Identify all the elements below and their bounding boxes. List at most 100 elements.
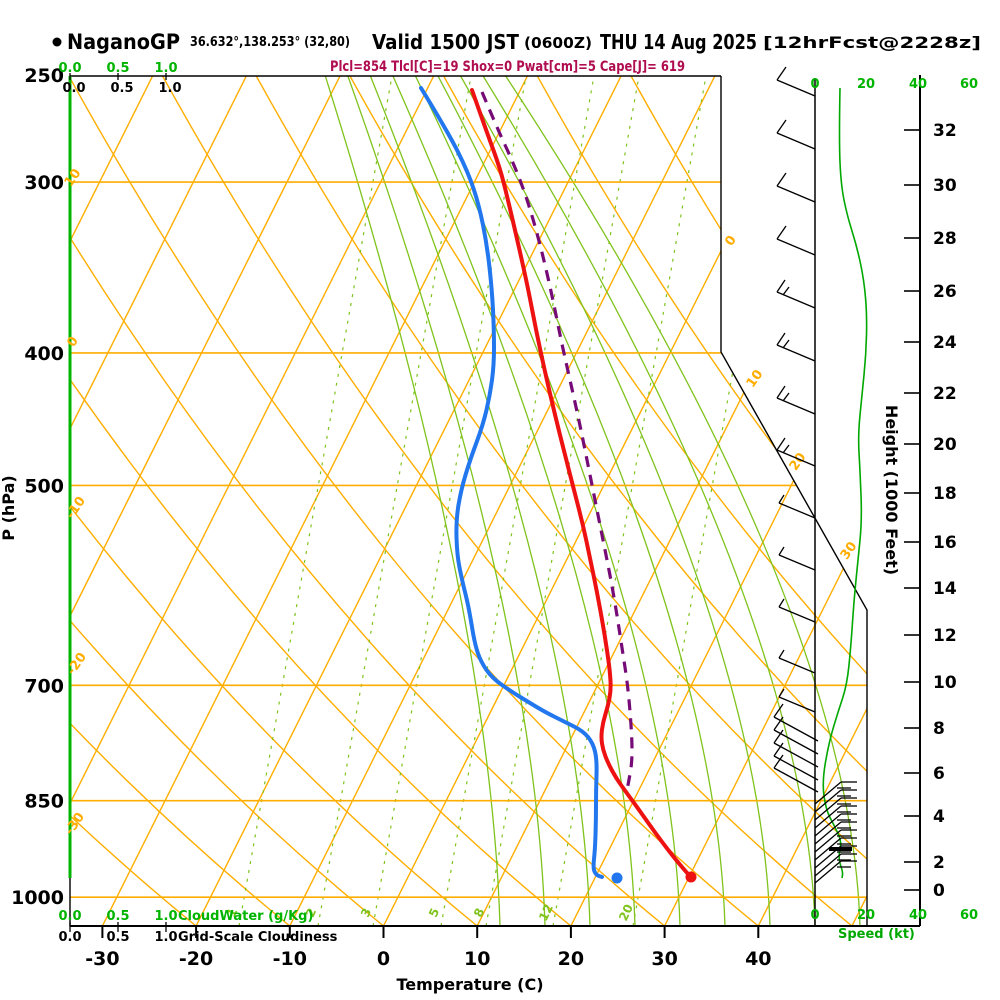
wind-barb — [778, 598, 816, 623]
cloud-scale-bottom-black: 1.0 — [154, 930, 177, 945]
isotherm-line — [289, 76, 716, 926]
pressure-tick-label: 1000 — [11, 887, 64, 909]
temp-tick-label: 0 — [377, 948, 390, 970]
wind-barb-stroke — [778, 649, 785, 659]
wind-barb-stroke — [814, 781, 842, 805]
wind-barb-stroke — [782, 444, 790, 454]
mixing-ratio-line — [632, 76, 787, 926]
wind-barb-stroke — [814, 805, 842, 829]
wind-barb-stroke — [776, 79, 816, 97]
mixing-ratio-label: 8 — [471, 906, 487, 919]
mixing-ratio-label: 3 — [358, 906, 374, 919]
dry-adiabat-line — [723, 76, 867, 926]
wind-barb-stroke — [773, 742, 819, 768]
wind-barb-stroke — [776, 332, 786, 346]
wind-barb-stroke — [773, 754, 784, 769]
dry-adiabat-line — [629, 76, 867, 926]
dry-adiabat-line — [70, 76, 759, 926]
wind-barb — [814, 805, 857, 829]
wind-barb-stroke — [778, 688, 785, 698]
speed-tick-label: 0 — [810, 908, 819, 923]
station-coords: 36.632°,138.253° (32,80) — [190, 34, 350, 50]
cloud-scale-bottom-black: 0.0 — [58, 930, 81, 945]
height-tick-label: 12 — [933, 626, 957, 646]
wind-barb — [814, 853, 857, 877]
speed-tick-label: 20 — [857, 77, 875, 92]
wind-barb-stroke — [773, 703, 784, 718]
dry-adiabat-line — [70, 76, 572, 926]
isotherm-line — [70, 76, 248, 926]
wind-barb-stroke — [776, 437, 786, 451]
wind-barb-stroke — [778, 554, 816, 571]
isotherm-line — [851, 76, 867, 926]
surface-dewpoint-dot — [611, 872, 623, 884]
dry-adiabat-line — [70, 76, 197, 926]
height-tick-label: 24 — [933, 333, 957, 353]
height-axis-title: Height (1000 Feet) — [882, 405, 901, 575]
mixing-ratio-label: 12 — [536, 902, 556, 923]
isotherm-line — [757, 76, 867, 926]
wind-barb-stroke — [814, 860, 842, 884]
wind-barb — [778, 494, 816, 519]
speed-axis-title: Speed (kt) — [838, 927, 915, 942]
mixing-ratio-line — [317, 76, 472, 926]
temp-tick-label: 40 — [745, 948, 771, 970]
cloudiness-legend: Grid-Scale Cloudiness — [178, 930, 338, 945]
cloud-scale-top-green: 0.0 — [58, 61, 81, 76]
wind-barb — [776, 172, 816, 203]
isotherm-edge-label: 10 — [744, 367, 767, 390]
cloud-scale-bottom-green: 1.0 — [154, 909, 177, 924]
moist-adiabat-line — [414, 76, 681, 926]
mixing-ratio-line — [552, 76, 707, 926]
wind-barb-stroke — [773, 729, 784, 744]
wind-barb-column — [773, 66, 868, 884]
cloud-scale-top-black: 0.5 — [110, 81, 133, 96]
moist-adiabat-line — [346, 76, 546, 926]
wind-barb — [814, 797, 857, 821]
parcel-curve — [480, 91, 634, 791]
wind-barb-stroke — [776, 119, 787, 134]
wind-barb-stroke — [773, 767, 819, 793]
dewpoint-curve — [419, 86, 604, 879]
wind-barb — [773, 742, 819, 781]
wind-barb — [814, 789, 857, 813]
isotherm-line — [70, 76, 342, 926]
pressure-tick-label: 400 — [24, 343, 64, 365]
grid-lines — [70, 76, 867, 926]
wind-barb — [814, 860, 857, 884]
temp-tick-label: 10 — [464, 948, 490, 970]
cloud-scale-bottom-black: 0.5 — [106, 930, 129, 945]
wind-barb-stroke — [814, 797, 842, 821]
isotherm-edge-label: -30 — [62, 810, 88, 838]
speed-tick-label: 60 — [960, 908, 978, 923]
dry-adiabat-line — [442, 76, 867, 926]
moist-adiabat-line — [324, 76, 501, 926]
pressure-tick-label: 500 — [24, 475, 64, 497]
wind-barb — [814, 813, 857, 837]
wind-barb — [778, 649, 816, 674]
plot-frame — [68, 75, 921, 927]
wind-barb-stroke — [782, 392, 790, 402]
surface-temperature-dot — [685, 871, 697, 883]
wind-barb — [776, 332, 816, 362]
sounding-curves — [419, 86, 697, 884]
height-tick-label: 6 — [933, 764, 945, 784]
pressure-tick-label: 250 — [24, 65, 64, 87]
valid-time-utc: (0600Z) — [524, 34, 592, 52]
isotherm-edge-label: 30 — [838, 539, 861, 562]
wind-barb-stroke — [778, 657, 816, 674]
temp-tick-label: 20 — [558, 948, 584, 970]
height-tick-label: 16 — [933, 533, 957, 553]
plot-right-border — [720, 76, 868, 926]
cloud-scale-top-black: 0.0 — [62, 81, 85, 96]
isotherm-line — [476, 76, 867, 926]
height-tick-label: 20 — [933, 435, 957, 455]
title-block: NaganoGP 36.632°,138.253° (32,80) Valid … — [52, 30, 981, 75]
cloud-scale-top-green: 0.5 — [106, 61, 129, 76]
isotherm-edge-label: -20 — [64, 650, 90, 678]
wind-barb-stroke — [778, 598, 785, 608]
speed-tick-label: 0 — [810, 77, 819, 92]
pressure-tick-label: 850 — [24, 791, 64, 813]
isotherm-edge-label: 0 — [722, 233, 739, 249]
